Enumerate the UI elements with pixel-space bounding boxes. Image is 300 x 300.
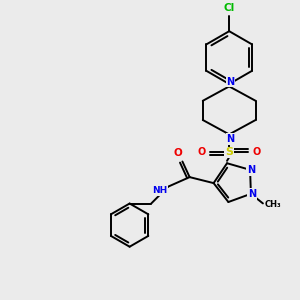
Text: Cl: Cl: [224, 3, 235, 14]
Text: NH: NH: [152, 186, 167, 195]
Text: O: O: [197, 147, 206, 158]
Text: O: O: [253, 147, 261, 158]
Text: N: N: [248, 189, 256, 199]
Text: CH₃: CH₃: [264, 200, 281, 209]
Text: N: N: [226, 134, 235, 144]
Text: N: N: [226, 76, 235, 87]
Text: S: S: [225, 147, 233, 158]
Text: O: O: [173, 148, 182, 158]
Text: N: N: [247, 165, 255, 175]
